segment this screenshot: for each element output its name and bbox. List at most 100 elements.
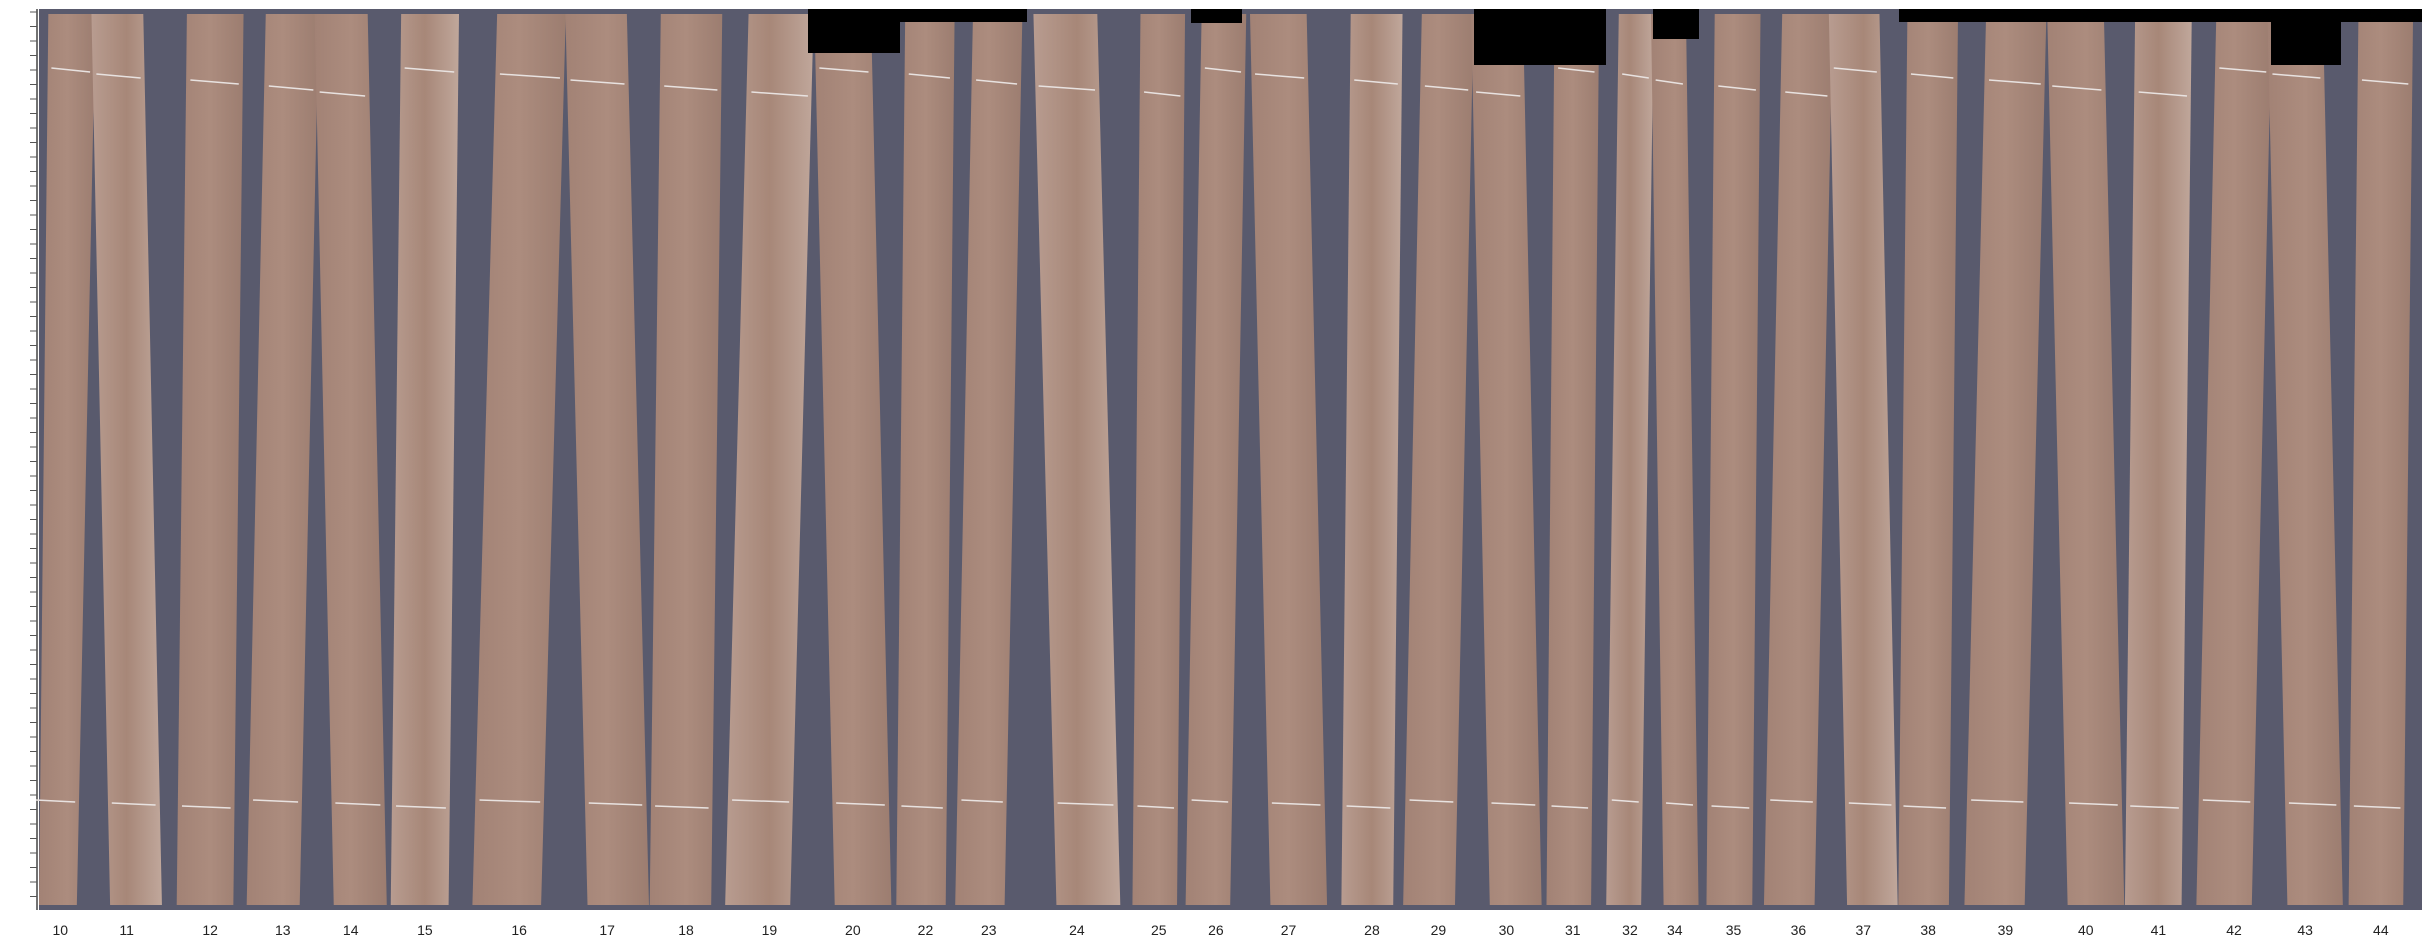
cut-mark [479,799,541,803]
cut-mark [1711,805,1750,809]
black-gap [1474,9,1606,65]
board [649,14,723,905]
ruler [30,11,37,897]
cut-mark [1137,805,1175,809]
cut-mark [1988,79,2041,85]
board-label: 23 [981,922,997,938]
board [39,14,96,905]
board-label: 38 [1920,922,1936,938]
board-label: 13 [275,922,291,938]
board [2267,14,2343,905]
board-label: 12 [202,922,218,938]
board-label: 24 [1069,922,1085,938]
cut-mark [253,799,299,803]
cut-mark [190,79,239,85]
board-label: 39 [1998,922,2014,938]
board [1185,14,1247,905]
cut-mark [1785,91,1828,97]
board-label: 40 [2078,922,2094,938]
board-label: 36 [1791,922,1807,938]
board-label: 44 [2373,922,2389,938]
board [91,14,162,905]
board-label: 42 [2226,922,2242,938]
board [1706,14,1761,905]
cut-mark [1254,73,1305,79]
cut-mark [1611,799,1639,803]
board-label: 22 [918,922,934,938]
board-label: 10 [52,922,68,938]
board [246,14,319,905]
cut-mark [1057,802,1114,806]
black-gaps [808,9,2422,65]
cut-mark [268,85,314,91]
cut-mark [1848,802,1892,806]
board-label: 18 [678,922,694,938]
cut-mark [1204,67,1242,73]
board [472,14,566,905]
cut-mark [901,805,943,809]
cut-mark [2353,805,2401,809]
cut-mark [51,67,91,73]
cut-mark [2272,73,2321,79]
board [1828,14,1898,905]
board [1898,14,1959,905]
board-label: 15 [417,922,433,938]
board-label: 20 [845,922,861,938]
board-label: 43 [2297,922,2313,938]
board [2196,14,2272,905]
board-label: 31 [1565,922,1581,938]
cut-mark [396,805,446,809]
cut-mark [1409,799,1454,803]
cut-mark [2219,67,2267,73]
cut-mark [335,802,381,806]
cut-mark [2138,91,2188,97]
cut-mark [1191,799,1229,803]
board [2047,14,2125,905]
cut-mark [1491,802,1536,806]
cut-mark [1665,802,1694,806]
black-gap [2271,9,2341,65]
cut-mark [588,802,643,806]
board [1250,14,1328,905]
board [896,14,955,905]
cut-mark [1558,67,1595,73]
board [725,14,814,905]
board-label: 17 [599,922,615,938]
board-label: 35 [1726,922,1742,938]
cut-mark [1833,67,1877,73]
cut-mark [1655,79,1684,85]
cut-mark [1718,85,1756,91]
black-gap [1191,9,1242,23]
board [814,14,892,905]
board-label: 34 [1667,922,1683,938]
cut-mark [1476,91,1521,97]
board [1471,14,1542,905]
board [314,14,387,905]
cut-mark [1424,85,1469,91]
cut-mark [836,802,885,806]
board-label: 11 [119,922,134,938]
board-label: 16 [511,922,527,938]
board [1606,14,1654,905]
boards [35,14,2414,905]
cut-mark [404,67,455,73]
board-label: 37 [1855,922,1871,938]
cut-mark [1271,802,1321,806]
board [2124,14,2192,905]
cut-mark [1770,799,1813,803]
board [1651,14,1699,905]
cut-mark [1910,73,1954,79]
board-label: 27 [1281,922,1297,938]
black-gap [1899,9,2271,22]
board [1341,14,1403,905]
cut-mark [2361,79,2409,85]
board [1033,14,1121,905]
cut-mark [35,799,76,803]
board [955,14,1023,905]
board-label: 14 [343,922,359,938]
cut-mark [2288,802,2337,806]
board [565,14,649,905]
cut-mark [1622,73,1649,79]
cut-mark [2052,85,2102,91]
